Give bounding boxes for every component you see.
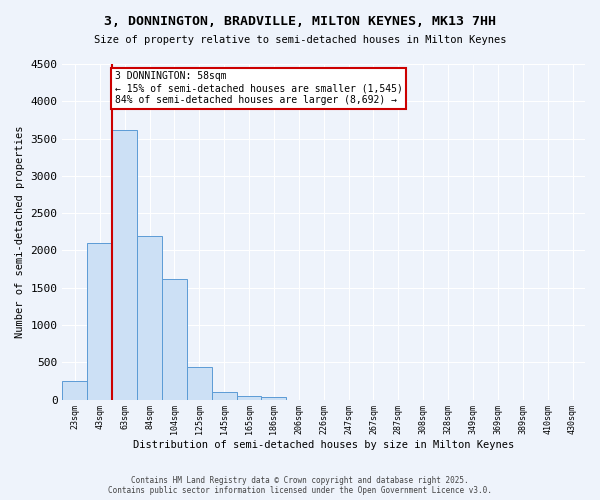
Text: Contains HM Land Registry data © Crown copyright and database right 2025.
Contai: Contains HM Land Registry data © Crown c… — [108, 476, 492, 495]
Text: 3, DONNINGTON, BRADVILLE, MILTON KEYNES, MK13 7HH: 3, DONNINGTON, BRADVILLE, MILTON KEYNES,… — [104, 15, 496, 28]
Bar — [262, 396, 286, 400]
Bar — [88, 243, 112, 400]
Bar — [162, 279, 187, 400]
Bar — [236, 396, 262, 400]
X-axis label: Distribution of semi-detached houses by size in Milton Keynes: Distribution of semi-detached houses by … — [133, 440, 514, 450]
Text: Size of property relative to semi-detached houses in Milton Keynes: Size of property relative to semi-detach… — [94, 35, 506, 45]
Bar — [187, 367, 212, 400]
Bar — [62, 381, 88, 400]
Y-axis label: Number of semi-detached properties: Number of semi-detached properties — [15, 126, 25, 338]
Bar — [137, 236, 162, 400]
Text: 3 DONNINGTON: 58sqm
← 15% of semi-detached houses are smaller (1,545)
84% of sem: 3 DONNINGTON: 58sqm ← 15% of semi-detach… — [115, 72, 403, 104]
Bar — [212, 392, 236, 400]
Bar — [112, 130, 137, 400]
